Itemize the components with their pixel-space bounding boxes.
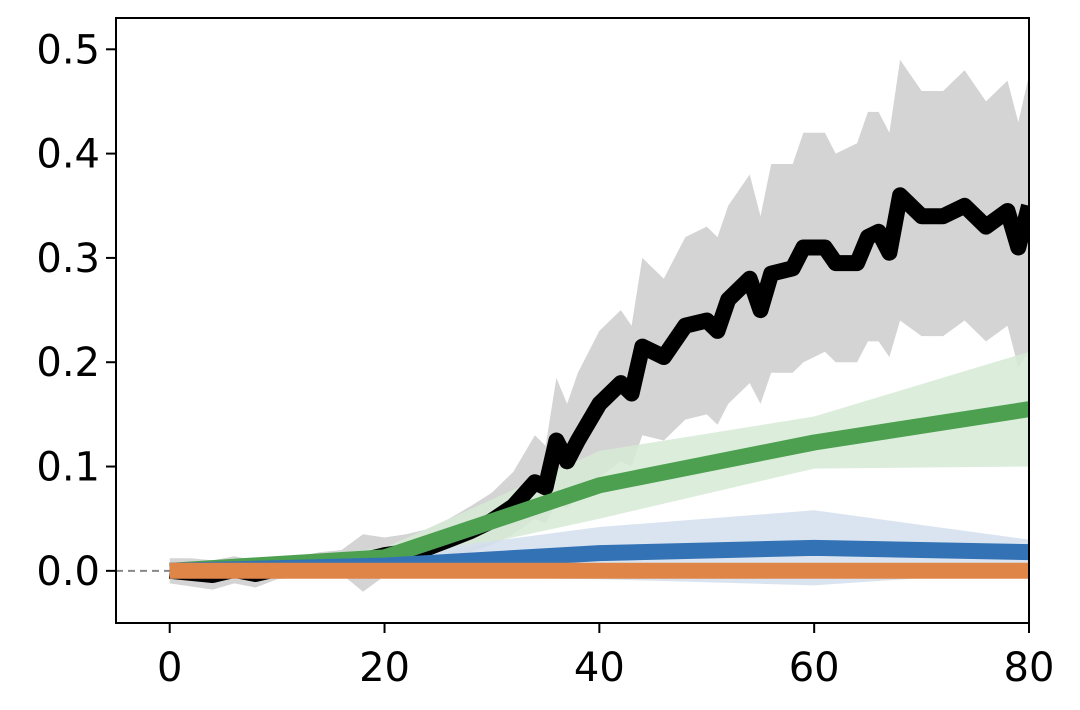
series-2-band [169, 351, 1029, 571]
y-axis: 0.0 0.1 0.2 0.3 0.4 0.5 [36, 27, 116, 595]
x-tick-label: 60 [789, 645, 840, 691]
y-tick-label: 0.4 [36, 132, 100, 178]
x-tick-label: 20 [359, 645, 410, 691]
x-tick-label: 40 [574, 645, 625, 691]
series-1-band [169, 59, 1029, 592]
y-tick-label: 0.2 [36, 340, 100, 386]
x-tick-label: 0 [157, 645, 182, 691]
y-tick-label: 0.3 [36, 236, 100, 282]
y-tick-label: 0.5 [36, 27, 100, 73]
plot-frame [115, 17, 1030, 624]
x-tick-label: 80 [1004, 645, 1055, 691]
y-tick-label: 0.0 [36, 549, 100, 595]
series-lines [168, 187, 1029, 583]
x-axis: 0 20 40 60 80 [157, 623, 1054, 691]
y-tick-label: 0.1 [36, 445, 100, 491]
